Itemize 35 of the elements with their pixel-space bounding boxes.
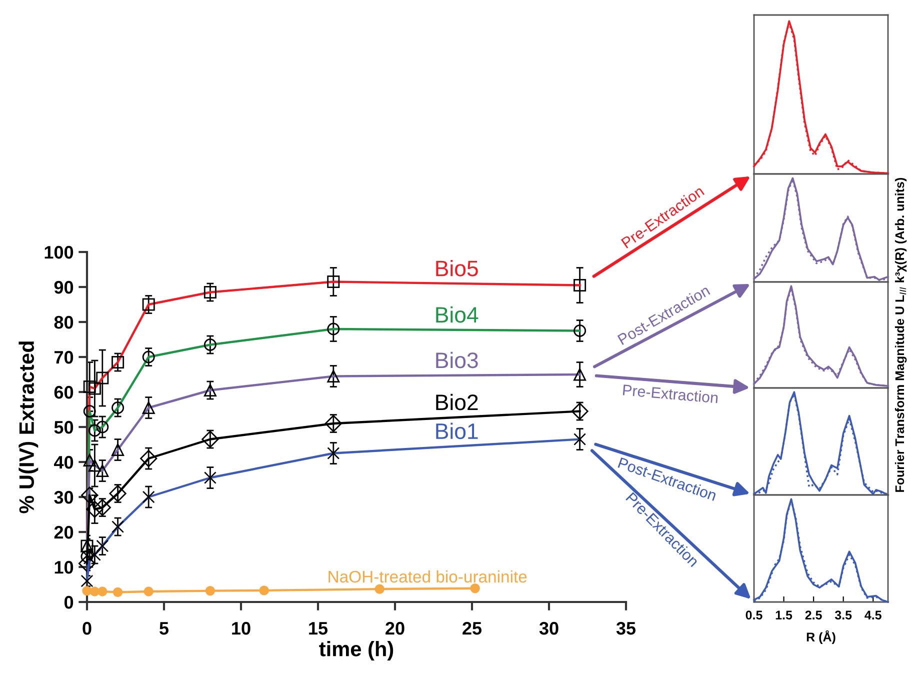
series-label: Bio5 — [436, 260, 478, 276]
x-tick-label: 35 — [616, 622, 636, 635]
x-tick-label: 5 — [160, 622, 169, 635]
y-tick-label: 40 — [54, 456, 74, 469]
x-tick-label: 4.5 — [864, 610, 882, 620]
annotation: Pre-Extraction — [622, 384, 718, 404]
x-tick-label: 25 — [462, 622, 482, 635]
x-tick-label: 10 — [232, 622, 250, 635]
series-label: Bio3 — [436, 352, 478, 368]
y-tick-label: 90 — [54, 280, 74, 294]
y-tick-label: 30 — [54, 490, 74, 504]
y-tick-label: 80 — [54, 316, 74, 329]
x-tick-label: 15 — [309, 622, 328, 635]
series-label: NaOH-treated bio-uraninite — [328, 570, 527, 583]
x-tick-label: 0.5 — [746, 610, 762, 620]
x-tick-label: 1.5 — [776, 610, 792, 620]
x-axis-title: time (h) — [319, 641, 394, 660]
x-tick-label: 20 — [386, 622, 404, 635]
series-label: Bio2 — [436, 394, 478, 410]
x-tick-label: 3.5 — [834, 610, 852, 620]
y-axis-title: % U(IV) Extracted — [18, 342, 38, 514]
y-tick-label: 50 — [54, 420, 74, 434]
y-tick-label: 10 — [54, 560, 74, 574]
x-tick-label: 2.5 — [805, 610, 822, 620]
y-axis-title: Fourier Transform Magnitude U L$_{III}$ k³χ(R) (Arb. units) — [894, 178, 907, 492]
x-tick-label: 0 — [82, 622, 92, 635]
y-tick-label: 100 — [44, 246, 74, 259]
series-label: Bio4 — [436, 306, 478, 323]
series-label: Bio1 — [436, 422, 478, 440]
y-tick-label: 70 — [54, 350, 74, 364]
x-tick-label: 30 — [539, 622, 558, 635]
x-axis-title: R (Å) — [806, 630, 836, 644]
y-tick-label: 20 — [54, 526, 74, 539]
y-tick-label: 0 — [64, 596, 74, 609]
y-tick-label: 60 — [54, 386, 74, 399]
